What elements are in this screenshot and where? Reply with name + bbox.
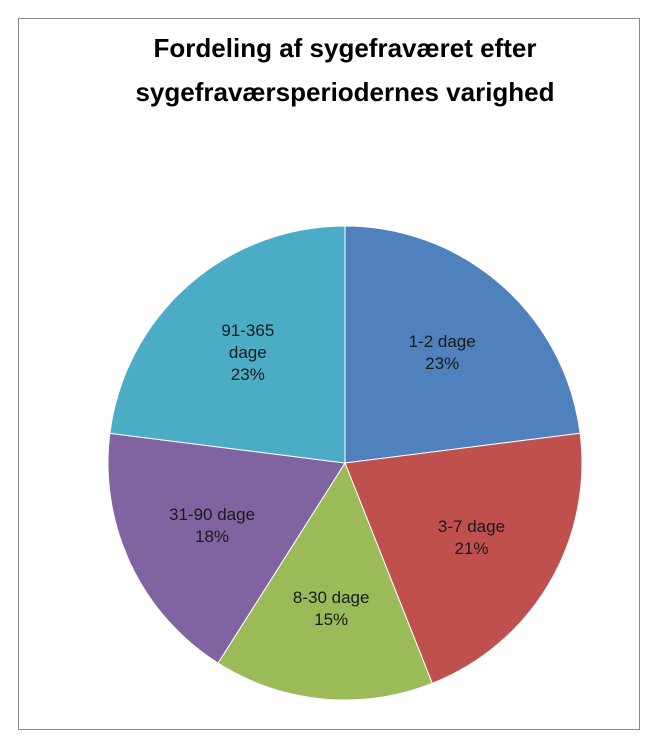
pie-slice [109,225,346,464]
category-label: 31-90 dage [169,504,256,524]
pie-slice [344,432,583,685]
slice-label: 1-2 dage 23% [409,331,476,375]
slice-label: 8-30 dage 15% [293,587,370,631]
chart-frame [18,18,640,730]
value-label: 18% [195,526,230,546]
category-label: 8-30 dage [292,588,370,608]
category-label: 1-2 dage [408,331,476,351]
value-label: 15% [314,610,349,630]
category-label: 91-365 dage [221,320,275,362]
slice-label: 91-365 dage 23% [213,320,283,386]
pie-slice [217,461,433,701]
category-label: 3-7 dage [437,516,506,536]
slice-label: 3-7 dage 21% [438,516,505,560]
value-label: 23% [230,364,265,384]
slice-label: 31-90 dage 18% [169,504,255,548]
pie-slice [107,432,346,664]
pie-slice [344,225,581,464]
value-label: 23% [425,353,460,373]
chart-title: Fordeling af sygefraværet efter sygefrav… [135,33,555,107]
value-label: 21% [454,538,489,558]
